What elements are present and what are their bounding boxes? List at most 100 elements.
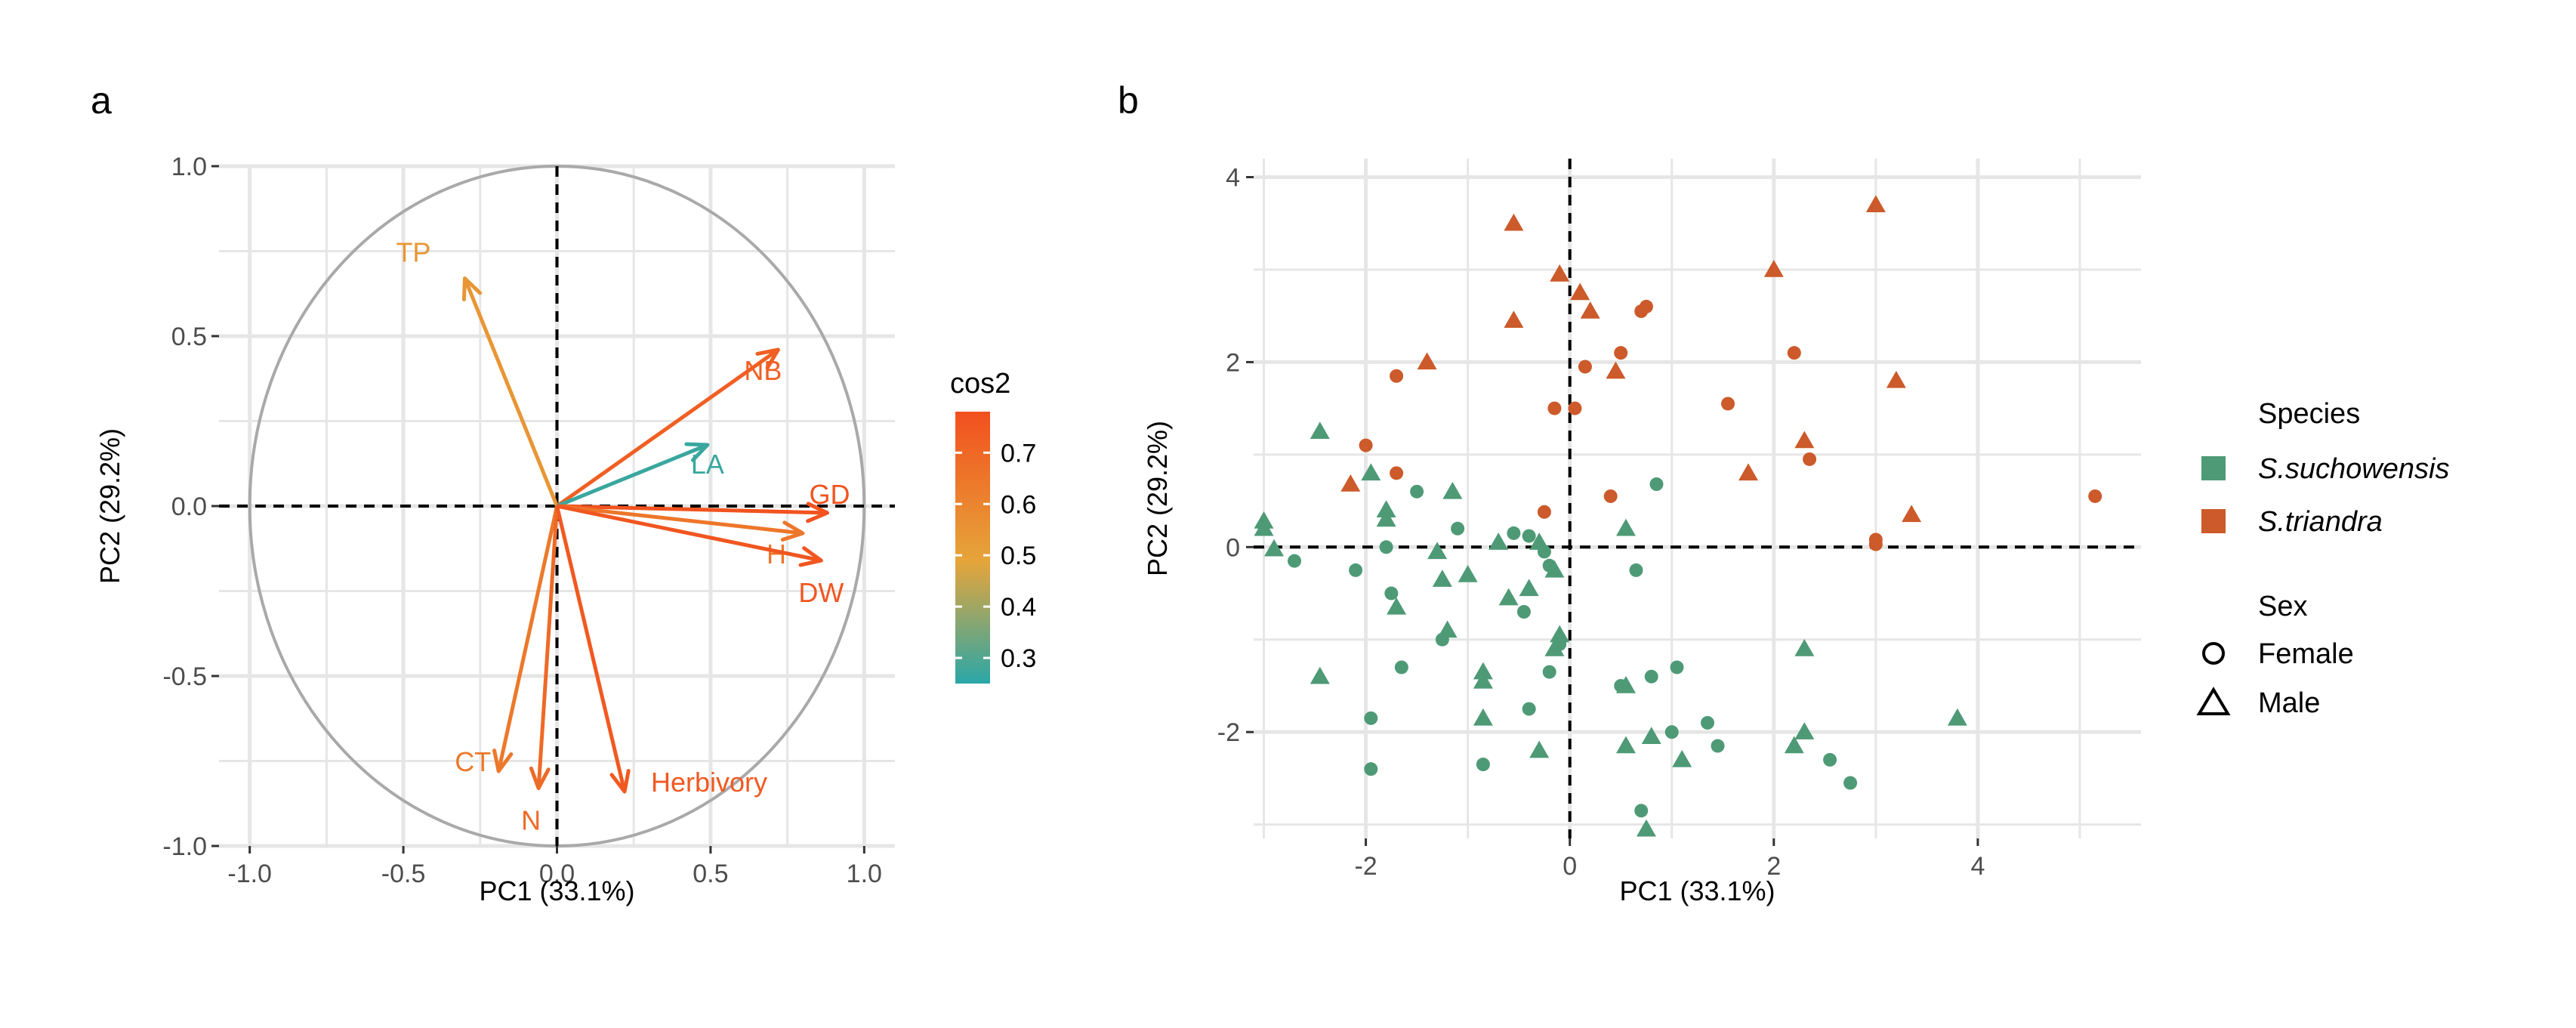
data-point-female bbox=[1787, 346, 1801, 360]
vector-label-N: N bbox=[521, 805, 541, 836]
vector-arrowhead-DW bbox=[798, 546, 823, 567]
data-point-female bbox=[1476, 758, 1490, 772]
data-point-male bbox=[1738, 463, 1759, 481]
vector-GD bbox=[557, 504, 828, 515]
data-point-female bbox=[1379, 540, 1393, 554]
vector-DW bbox=[556, 504, 822, 563]
panel-b-chart: -2 0 2 4 -2 0 2 4 PC1 (33.1%) PC2 (29.2%) Species S… bbox=[1142, 159, 2449, 906]
colorbar-tick-label: 0.3 bbox=[1001, 644, 1036, 673]
y-tick-label: -1.0 bbox=[162, 832, 207, 861]
data-point-male bbox=[1570, 282, 1590, 301]
y-tick-label: 1.0 bbox=[171, 153, 207, 181]
data-point-female bbox=[1578, 360, 1592, 374]
data-point-male bbox=[1550, 625, 1570, 643]
data-point-female bbox=[1649, 477, 1664, 492]
x-tick-label: 4 bbox=[1970, 852, 1985, 881]
y-tick-label: 0 bbox=[1226, 533, 1240, 562]
data-point-female bbox=[1670, 660, 1684, 675]
data-point-male bbox=[1387, 597, 1407, 615]
vector-arrowhead-N bbox=[529, 766, 551, 790]
data-point-female bbox=[1664, 725, 1679, 739]
data-point-female bbox=[1410, 484, 1424, 499]
panel-a-label: a bbox=[91, 79, 112, 122]
data-point-male bbox=[1902, 505, 1922, 523]
vector-Herbivory bbox=[555, 505, 627, 792]
data-point-female bbox=[1547, 401, 1562, 415]
x-tick-label: -1.0 bbox=[227, 860, 272, 888]
colorbar-tick-label: 0.5 bbox=[1001, 542, 1036, 570]
data-point-male bbox=[1763, 259, 1784, 277]
legend-sex-label: Male bbox=[2258, 687, 2320, 719]
data-point-male bbox=[1458, 565, 1478, 582]
data-point-male bbox=[1376, 509, 1396, 527]
y-axis-title: PC2 (29.2%) bbox=[1142, 421, 1173, 576]
data-point-female bbox=[1451, 521, 1465, 536]
data-point-male bbox=[1641, 727, 1661, 745]
x-tick-label: 0 bbox=[1563, 852, 1577, 881]
data-point-male bbox=[1310, 421, 1330, 439]
data-point-female bbox=[1435, 632, 1449, 647]
y-axis-title: PC2 (29.2%) bbox=[94, 428, 125, 584]
data-point-female bbox=[1823, 752, 1837, 767]
data-point-female bbox=[1384, 586, 1399, 600]
data-point-male bbox=[1550, 264, 1570, 282]
x-tick-label: 0.0 bbox=[539, 860, 575, 888]
legend-sex-key-triangle bbox=[2196, 687, 2231, 715]
legend-sex-key-circle bbox=[2202, 642, 2225, 665]
data-point-male bbox=[1615, 675, 1636, 693]
vector-label-NB: NB bbox=[744, 355, 782, 386]
colorbar-tick-label: 0.6 bbox=[1001, 490, 1036, 519]
data-point-male bbox=[1473, 708, 1493, 726]
data-point-female bbox=[1537, 545, 1551, 559]
data-point-male bbox=[1947, 708, 1967, 726]
vector-LA bbox=[556, 443, 708, 508]
x-tick-label: 2 bbox=[1766, 852, 1781, 881]
colorbar-tick-label: 0.4 bbox=[1001, 593, 1036, 622]
data-point-male bbox=[1794, 722, 1815, 739]
x-tick-label: -2 bbox=[1354, 852, 1377, 881]
y-tick-label: -0.5 bbox=[162, 662, 207, 691]
x-tick-label: 1.0 bbox=[847, 860, 882, 888]
vector-label-CT: CT bbox=[455, 746, 491, 777]
colorbar-tick-label: 0.7 bbox=[1001, 439, 1036, 468]
data-point-male bbox=[1310, 666, 1330, 684]
data-point-male bbox=[1427, 542, 1448, 560]
vector-label-TP: TP bbox=[396, 237, 430, 268]
legend-species-label: S.suchowensis bbox=[2258, 453, 2449, 485]
data-point-female bbox=[1603, 489, 1618, 503]
data-point-male bbox=[1519, 579, 1539, 597]
data-point-female bbox=[1390, 466, 1404, 480]
vector-TP bbox=[463, 277, 559, 507]
panel-b-label: b bbox=[1118, 79, 1139, 122]
vector-arrowhead-H bbox=[780, 520, 805, 542]
data-point-male bbox=[1794, 638, 1815, 656]
vector-CT bbox=[496, 505, 559, 772]
data-point-male bbox=[1615, 518, 1636, 536]
data-point-male bbox=[1417, 352, 1437, 370]
vector-label-LA: LA bbox=[691, 449, 724, 480]
data-point-male bbox=[1504, 310, 1524, 329]
y-tick-label: -2 bbox=[1217, 718, 1240, 747]
vector-H bbox=[557, 504, 804, 536]
legend-species-label: S.triandra bbox=[2258, 506, 2383, 538]
vector-label-DW: DW bbox=[798, 577, 844, 608]
data-point-female bbox=[1868, 537, 1883, 551]
data-point-male bbox=[1529, 740, 1550, 758]
data-point-female bbox=[1701, 715, 1715, 730]
vector-label-Herbivory: Herbivory bbox=[651, 767, 767, 798]
y-tick-label: 4 bbox=[1226, 163, 1240, 192]
data-point-female bbox=[1507, 526, 1521, 540]
vector-arrowhead-GD bbox=[806, 502, 829, 523]
data-point-male bbox=[1794, 431, 1815, 449]
data-point-female bbox=[1522, 702, 1536, 716]
data-point-male bbox=[1636, 819, 1656, 837]
y-tick-label: 0.5 bbox=[171, 323, 207, 351]
data-point-female bbox=[1390, 369, 1404, 383]
legend-title: cos2 bbox=[950, 368, 1010, 400]
data-point-male bbox=[1544, 560, 1565, 578]
vector-arrowhead-LA bbox=[684, 442, 710, 462]
data-point-male bbox=[1886, 370, 1906, 388]
data-point-female bbox=[1721, 397, 1735, 411]
vector-arrowhead-NB bbox=[755, 347, 780, 370]
data-point-female bbox=[1614, 346, 1628, 360]
